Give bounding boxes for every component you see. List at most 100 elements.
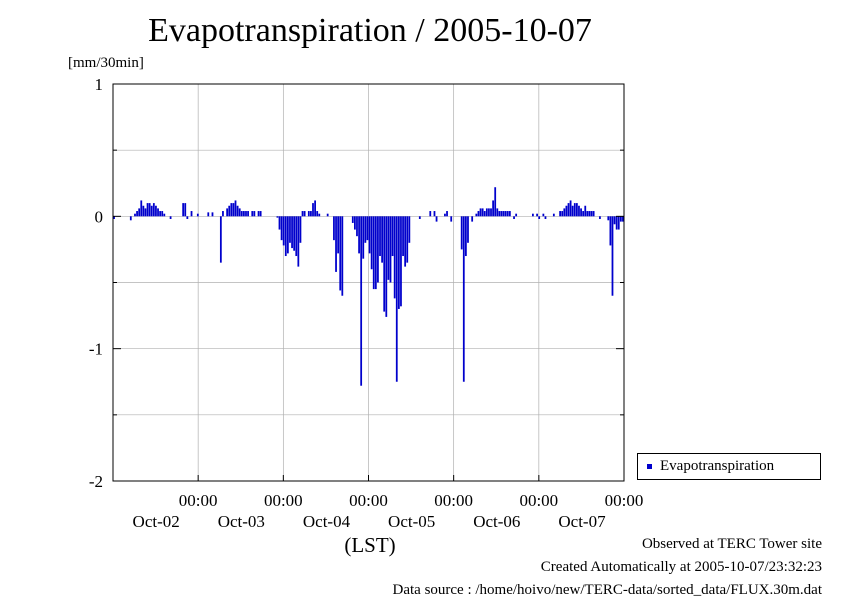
bar <box>259 211 262 217</box>
bar <box>169 216 172 219</box>
x-tick-time-label: 00:00 <box>264 491 303 510</box>
bar <box>314 200 316 217</box>
x-tick-date-label: Oct-04 <box>303 512 351 531</box>
bar <box>142 205 145 217</box>
gridlines <box>113 83 624 482</box>
bar <box>532 213 534 217</box>
chart-title: Evapotranspiration / 2005-10-07 <box>148 12 592 49</box>
bar <box>295 216 298 257</box>
bar <box>362 216 365 259</box>
y-tick-label: 1 <box>95 75 104 94</box>
bar <box>397 216 400 309</box>
bar <box>335 216 337 272</box>
bar <box>490 208 492 217</box>
y-axis: 1 0 -1 -2 <box>89 75 624 491</box>
bar <box>282 216 285 246</box>
bar <box>444 213 446 217</box>
y-tick-label: 0 <box>95 207 104 226</box>
bar <box>136 211 138 217</box>
bar <box>559 211 562 217</box>
bar <box>301 211 304 217</box>
bar <box>284 216 287 257</box>
bar <box>508 211 511 217</box>
bar <box>607 216 610 221</box>
bar <box>245 211 247 217</box>
bar <box>567 203 570 217</box>
bar <box>552 213 555 217</box>
bar <box>163 213 166 217</box>
bar <box>481 208 484 217</box>
bar <box>387 216 390 280</box>
x-axis-label: (LST) <box>344 533 396 557</box>
bar <box>389 216 392 283</box>
bar <box>312 203 314 217</box>
bar <box>339 216 342 291</box>
bar <box>588 211 591 217</box>
bar <box>492 200 494 217</box>
bar <box>578 205 580 217</box>
bar <box>573 203 576 217</box>
bar <box>257 211 260 217</box>
bar <box>368 216 371 254</box>
bar <box>211 212 214 217</box>
bar <box>477 211 480 217</box>
bar <box>232 203 235 217</box>
bar <box>586 211 589 217</box>
bar <box>590 211 593 217</box>
bar <box>138 208 141 217</box>
bar <box>391 216 394 257</box>
bar <box>538 216 541 219</box>
bar <box>354 216 356 230</box>
x-tick-date-label: Oct-07 <box>558 512 606 531</box>
bar <box>571 205 574 217</box>
bar <box>152 203 155 217</box>
y-tick-label: -1 <box>89 340 103 359</box>
legend-label: Evapotranspiration <box>660 458 775 474</box>
bar <box>381 216 383 263</box>
bar <box>196 213 199 217</box>
bar <box>234 200 237 217</box>
bar <box>464 216 467 257</box>
bar <box>408 216 411 243</box>
bar <box>289 216 291 243</box>
bar <box>222 211 224 217</box>
bar <box>326 213 329 217</box>
bar <box>485 208 488 217</box>
bar <box>129 216 132 221</box>
bar <box>609 216 612 246</box>
bar <box>113 216 115 219</box>
bar <box>161 211 164 217</box>
bar <box>619 216 622 222</box>
bar <box>337 216 340 254</box>
bar <box>592 211 595 217</box>
bar <box>460 216 463 250</box>
bar <box>293 216 296 251</box>
bar <box>238 208 241 217</box>
bar <box>622 216 624 222</box>
bar <box>190 211 193 217</box>
bar <box>150 205 153 217</box>
bar <box>479 208 482 217</box>
bar <box>613 216 616 225</box>
bar <box>253 211 256 217</box>
bar <box>393 216 396 299</box>
x-tick-time-label: 00:00 <box>519 491 558 510</box>
footer-site: Observed at TERC Tower site <box>641 536 822 552</box>
bar <box>429 211 432 217</box>
bar <box>498 211 501 217</box>
bar <box>370 216 373 270</box>
bar <box>341 216 344 296</box>
bar <box>515 213 518 217</box>
bar <box>243 211 245 217</box>
bar <box>418 216 421 219</box>
bar <box>502 211 505 217</box>
bar <box>228 205 231 217</box>
legend: Evapotranspiration <box>637 453 821 480</box>
bar <box>569 200 572 217</box>
bar <box>611 216 614 296</box>
x-axis: 00:00Oct-0200:00Oct-0300:00Oct-0400:00Oc… <box>133 475 643 531</box>
bar <box>230 203 233 217</box>
bar <box>617 216 620 230</box>
bar <box>372 216 375 290</box>
bar <box>404 216 407 267</box>
